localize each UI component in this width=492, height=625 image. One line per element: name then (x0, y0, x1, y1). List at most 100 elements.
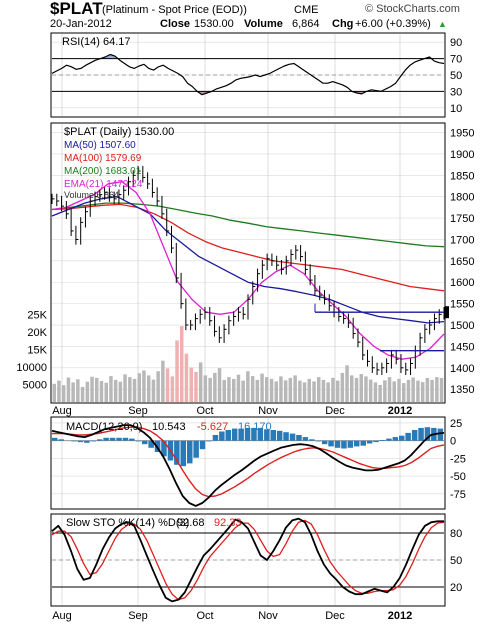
volume-bar (147, 375, 151, 402)
x-tick-label-oct: Oct (196, 610, 213, 622)
stochastic-y-tick-label: 80 (450, 528, 462, 540)
volume-value: 6,864 (292, 18, 320, 30)
volume-bar (198, 362, 203, 402)
rsi-legend: RSI(14) 64.17 (62, 36, 130, 48)
macd-histogram-bar (334, 440, 341, 448)
volume-bar (57, 380, 61, 402)
macd-histogram-bar (264, 429, 270, 441)
volume-bar (208, 377, 212, 403)
macd-histogram-bar (199, 440, 206, 450)
macd-line (51, 424, 445, 507)
volume-bar (189, 367, 193, 402)
volume-bar (222, 379, 226, 402)
stochastic-y-tick-label: 20 (450, 582, 462, 594)
volume-bar (213, 372, 217, 402)
macd-histogram-bar (289, 433, 296, 441)
macd-histogram-bar (129, 438, 135, 441)
last-price-marker (445, 306, 449, 319)
volume-bar (170, 376, 175, 402)
macd-histogram-bar (116, 437, 122, 441)
volume-bar (156, 371, 160, 402)
date-label: 20-Jan-2012 (50, 18, 112, 30)
rsi-y-tick-label: 90 (450, 37, 462, 49)
macd-histogram-bar (231, 428, 238, 441)
x-tick-label-nov: Nov (258, 405, 278, 417)
volume-bar (326, 382, 330, 402)
stochastic-d-value: 92.33 (214, 517, 242, 529)
volume-bar (321, 379, 326, 402)
volume-bar (128, 377, 132, 402)
stochastic-k-value: 92.68 (177, 517, 205, 529)
macd-y-tick-label: -75 (450, 489, 466, 501)
macd-histogram-bar (360, 440, 366, 446)
volume-bar (76, 379, 80, 403)
x-tick-label-oct: Oct (196, 405, 213, 417)
volume-bar (406, 379, 411, 402)
volume-tick-label: 15K (27, 345, 47, 357)
volume-bar (397, 378, 401, 402)
volume-bar (203, 375, 208, 402)
volume-bar (317, 377, 321, 402)
volume-bar (425, 377, 430, 403)
macd-histogram-bar (52, 437, 58, 441)
macd-histogram-bar (251, 427, 257, 441)
rsi-line (51, 53, 445, 96)
macd-histogram-bar (148, 440, 154, 448)
macd-histogram-bar (180, 440, 186, 467)
legend-ma100: MA(100) 1579.69 (64, 153, 142, 164)
stockcharts-watermark: © StockCharts.com (365, 3, 460, 15)
volume-bar (227, 377, 231, 402)
macd-histogram-bar (187, 440, 193, 464)
price-y-tick-label: 1500 (450, 320, 474, 332)
close-label: Close (160, 18, 190, 30)
volume-bar (175, 340, 179, 402)
volume-tick-label: 25K (27, 310, 47, 322)
price-y-tick-label: 1400 (450, 363, 474, 375)
volume-bar (217, 368, 222, 402)
volume-bar (265, 377, 269, 402)
macd-legend-value: 10.543 (152, 421, 186, 433)
chg-up-arrow-icon: ▲ (438, 19, 447, 29)
macd-histogram-bar (354, 440, 360, 447)
volume-bar (387, 377, 392, 402)
rsi-y-tick-label: 10 (450, 103, 462, 115)
price-panel (50, 122, 446, 404)
price-y-tick-label: 1850 (450, 170, 474, 182)
ma200-line (51, 202, 445, 248)
macd-histogram-bar (321, 440, 328, 445)
volume-bar (302, 382, 307, 402)
price-y-tick-label: 1350 (450, 384, 474, 396)
macd-histogram-bar (97, 439, 103, 441)
macd-histogram-bar (328, 440, 334, 447)
macd-histogram-bar (405, 432, 411, 441)
volume-bar (104, 382, 108, 403)
macd-y-tick-label: 25 (450, 418, 462, 430)
volume-bar (90, 376, 94, 402)
macd-histogram-bar (174, 440, 180, 465)
volume-tick-label: 20K (27, 327, 47, 339)
volume-bar (368, 379, 373, 402)
macd-histogram-bar (257, 427, 264, 441)
price-y-tick-label: 1950 (450, 128, 474, 140)
x-tick-label-2012: 2012 (388, 610, 412, 622)
x-tick-label-nov: Nov (258, 610, 278, 622)
volume-bar (255, 379, 260, 402)
volume-bar (71, 382, 75, 402)
macd-histogram-bar (270, 430, 276, 441)
macd-histogram-bar (309, 439, 315, 441)
macd-histogram-value: 16.170 (238, 421, 272, 433)
macd-histogram-bar (283, 432, 289, 441)
macd-histogram-bar (225, 430, 231, 441)
macd-histogram-bar (411, 430, 418, 441)
ma100-line (51, 203, 445, 292)
macd-y-tick-label: -25 (450, 453, 466, 465)
volume-bar (95, 377, 99, 403)
macd-histogram-bar (58, 439, 64, 441)
volume-bar (250, 376, 255, 402)
price-title: $PLAT (Daily) 1530.00 (64, 126, 174, 138)
macd-histogram-bar (238, 428, 244, 441)
rsi-y-tick-label: 30 (450, 86, 462, 98)
volume-bar (373, 382, 378, 402)
volume-bar (109, 376, 113, 402)
